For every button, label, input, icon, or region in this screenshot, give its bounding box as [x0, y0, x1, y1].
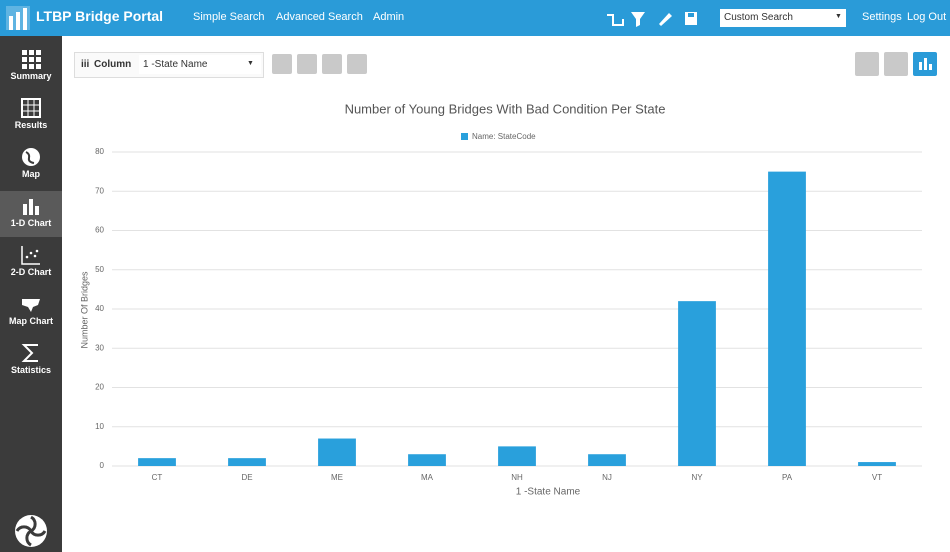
legend-swatch — [461, 133, 468, 140]
tool-button[interactable] — [322, 54, 342, 74]
nav-link[interactable]: Advanced Search — [276, 11, 363, 23]
nav-label: Results — [14, 120, 48, 130]
y-tick-label: 10 — [95, 422, 104, 431]
y-tick-label: 20 — [95, 383, 104, 392]
header-link[interactable]: Log Out — [907, 11, 947, 23]
icon — [22, 50, 41, 69]
portal-title: LTBP Bridge Portal — [36, 8, 164, 24]
pie-view-button[interactable] — [884, 52, 908, 76]
column-select[interactable]: 1 -State Name ▼ — [139, 55, 261, 74]
column-icon: iii — [81, 59, 90, 70]
nav-link[interactable]: Simple Search — [193, 11, 265, 23]
logo — [6, 6, 30, 30]
bar — [138, 458, 176, 466]
chart-title: Number of Young Bridges With Bad Conditi… — [345, 101, 666, 116]
x-tick-label: NH — [511, 473, 523, 482]
bar — [588, 454, 626, 466]
nav-item[interactable]: Map — [0, 142, 62, 188]
icon — [22, 148, 40, 166]
tool-button[interactable] — [297, 54, 317, 74]
y-tick-label: 70 — [95, 186, 104, 195]
legend-label: Name: StateCode — [472, 132, 536, 141]
bar — [768, 171, 806, 466]
nav-item[interactable]: Results — [0, 93, 62, 139]
y-tick-label: 0 — [100, 461, 105, 470]
nav-label: Statistics — [10, 365, 52, 375]
nav-item[interactable]: 2-D Chart — [0, 240, 62, 286]
y-axis-label: Number Of Bridges — [79, 271, 89, 349]
column-picker: iii Column 1 -State Name ▼ — [74, 52, 264, 78]
nav-item[interactable]: 1-D Chart — [0, 191, 62, 237]
y-tick-label: 30 — [95, 343, 104, 352]
tool-button[interactable] — [272, 54, 292, 74]
footer-logo — [15, 515, 47, 547]
x-tick-label: CT — [152, 473, 163, 482]
table-view-button[interactable] — [855, 52, 879, 76]
y-tick-label: 60 — [95, 226, 104, 235]
icon — [21, 98, 41, 118]
nav-label: Map Chart — [8, 316, 53, 326]
nav-item[interactable]: Statistics — [0, 338, 62, 384]
x-tick-label: DE — [241, 473, 252, 482]
icon — [22, 299, 40, 312]
column-label: Column — [94, 59, 132, 70]
tool-icons[interactable] — [605, 9, 715, 27]
select-text: 1 -State Name — [143, 59, 208, 70]
bar-view-button[interactable] — [913, 52, 937, 76]
bar — [228, 458, 266, 466]
top-bar: LTBP Bridge Portal Simple Search Advance… — [0, 0, 950, 36]
nav-link[interactable]: Admin — [373, 11, 405, 23]
sidebar: Summary Results Map 1-D Chart 2-D Chart … — [0, 36, 62, 552]
bar — [498, 446, 536, 466]
x-tick-label: VT — [872, 473, 882, 482]
bar — [318, 438, 356, 466]
x-tick-label: MA — [421, 473, 434, 482]
icon — [23, 199, 39, 215]
y-tick-label: 40 — [95, 304, 104, 313]
y-tick-label: 80 — [95, 147, 104, 156]
nav-label: 2-D Chart — [10, 267, 52, 277]
x-axis-label: 1 -State Name — [516, 487, 581, 498]
nav-label: Summary — [10, 71, 52, 81]
nav-label: 1-D Chart — [10, 218, 52, 228]
tool-button[interactable] — [347, 54, 367, 74]
icon — [919, 58, 932, 70]
search-select[interactable]: Custom Search ▼ — [720, 9, 846, 27]
chart: Number of Young Bridges With Bad Conditi… — [79, 101, 922, 498]
bar — [858, 462, 896, 466]
x-tick-label: NY — [691, 473, 703, 482]
bar — [678, 301, 716, 466]
caret: ▼ — [247, 60, 254, 67]
icon — [21, 344, 38, 362]
caret: ▼ — [835, 13, 842, 20]
nav-item[interactable]: Summary — [0, 44, 62, 90]
x-tick-label: ME — [331, 473, 343, 482]
x-tick-label: NJ — [602, 473, 612, 482]
nav-label: Map — [22, 169, 40, 179]
select-text: Custom Search — [724, 12, 793, 23]
icon — [21, 246, 40, 265]
x-tick-label: PA — [782, 473, 793, 482]
header-link[interactable]: Settings — [862, 11, 902, 23]
y-tick-label: 50 — [95, 265, 104, 274]
nav-item[interactable]: Map Chart — [0, 289, 62, 335]
bar — [408, 454, 446, 466]
